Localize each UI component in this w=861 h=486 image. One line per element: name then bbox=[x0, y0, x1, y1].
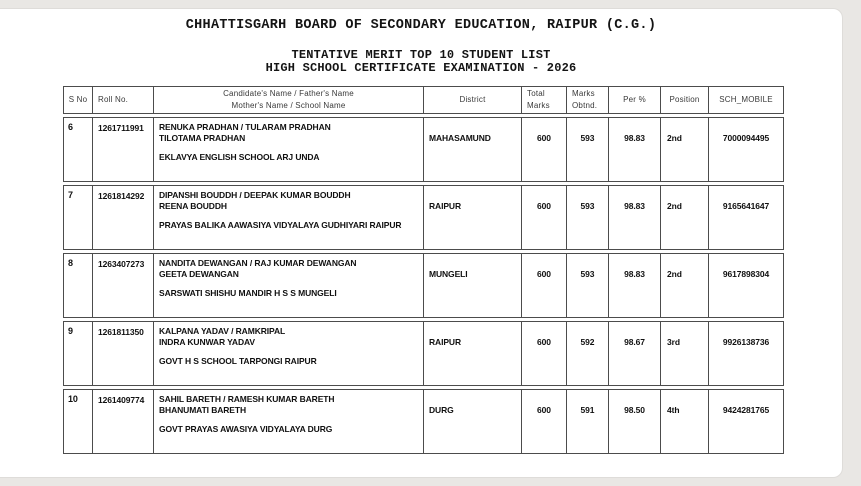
cell-sch-mobile: 9617898304 bbox=[722, 269, 770, 279]
cell-candidate-details: KALPANA YADAV / RAMKRIPAL INDRA KUNWAR Y… bbox=[154, 322, 424, 385]
cell-position: 2nd bbox=[661, 254, 709, 317]
document-subtitle-merit-list: TENTATIVE MERIT TOP 10 STUDENT LIST bbox=[291, 48, 551, 62]
mother-name: REENA BOUDDH bbox=[159, 201, 227, 212]
merit-table: S No Roll No. Candidate's Name / Father'… bbox=[63, 86, 784, 457]
cell-candidate-details: NANDITA DEWANGAN / RAJ KUMAR DEWANGAN GE… bbox=[154, 254, 424, 317]
cell-sch-mobile: 9424281765 bbox=[722, 405, 770, 415]
cell-marks-obtained: 591 bbox=[567, 390, 609, 453]
cell-position: 2nd bbox=[661, 186, 709, 249]
table-row: 7 1261814292 DIPANSHI BOUDDH / DEEPAK KU… bbox=[63, 185, 784, 250]
header-sno: S No bbox=[64, 87, 93, 113]
cell-percent: 98.83 bbox=[609, 118, 661, 181]
cell-roll-number: 1263407273 bbox=[93, 254, 154, 317]
cell-percent: 98.50 bbox=[609, 390, 661, 453]
header-total-line1: Total bbox=[527, 89, 545, 99]
cell-sch-mobile: 7000094495 bbox=[722, 133, 770, 143]
cell-roll-number: 1261711991 bbox=[93, 118, 154, 181]
cell-serial-number: 9 bbox=[64, 322, 93, 385]
cell-district: MAHASAMUND bbox=[424, 118, 522, 181]
header-total-marks: Total Marks bbox=[522, 87, 567, 113]
cell-district: RAIPUR bbox=[424, 186, 522, 249]
header-candidate-line1: Candidate's Name / Father's Name bbox=[223, 89, 354, 99]
school-name: SARSWATI SHISHU MANDIR H S S MUNGELI bbox=[159, 287, 337, 298]
header-sch-mobile-label: SCH_MOBILE bbox=[719, 95, 773, 105]
mother-name: BHANUMATI BARETH bbox=[159, 405, 247, 416]
table-row: 10 1261409774 SAHIL BARETH / RAMESH KUMA… bbox=[63, 389, 784, 454]
cell-total-marks: 600 bbox=[522, 254, 567, 317]
cell-district: MUNGELI bbox=[424, 254, 522, 317]
candidate-father-name: RENUKA PRADHAN / TULARAM PRADHAN bbox=[159, 122, 331, 132]
header-roll-no: Roll No. bbox=[93, 87, 154, 113]
school-name: PRAYAS BALIKA AAWASIYA VIDYALAYA GUDHIYA… bbox=[159, 219, 402, 230]
mother-name: INDRA KUNWAR YADAV bbox=[159, 337, 255, 348]
candidate-father-name: KALPANA YADAV / RAMKRIPAL bbox=[159, 326, 286, 336]
cell-position: 2nd bbox=[661, 118, 709, 181]
mother-name: GEETA DEWANGAN bbox=[159, 269, 239, 280]
board-title: CHHATTISGARH BOARD OF SECONDARY EDUCATIO… bbox=[185, 18, 657, 33]
header-marks-line1: Marks bbox=[572, 89, 595, 99]
school-name: GOVT PRAYAS AWASIYA VIDYALAYA DURG bbox=[159, 423, 333, 434]
cell-total-marks: 600 bbox=[522, 186, 567, 249]
cell-roll-number: 1261409774 bbox=[93, 390, 154, 453]
cell-total-marks: 600 bbox=[522, 390, 567, 453]
header-marks-line2: Obtnd. bbox=[572, 101, 598, 110]
header-percent-label: Per % bbox=[623, 95, 646, 105]
cell-total-marks: 600 bbox=[522, 322, 567, 385]
cell-sch-mobile: 9926138736 bbox=[722, 337, 770, 347]
candidate-father-name: DIPANSHI BOUDDH / DEEPAK KUMAR BOUDDH bbox=[159, 190, 351, 200]
cell-percent: 98.83 bbox=[609, 186, 661, 249]
cell-candidate-details: RENUKA PRADHAN / TULARAM PRADHAN TILOTAM… bbox=[154, 118, 424, 181]
cell-percent: 98.83 bbox=[609, 254, 661, 317]
cell-marks-obtained: 593 bbox=[567, 186, 609, 249]
document-page: CHHATTISGARH BOARD OF SECONDARY EDUCATIO… bbox=[0, 8, 843, 478]
header-total-line2: Marks bbox=[527, 101, 550, 110]
cell-serial-number: 8 bbox=[64, 254, 93, 317]
merit-table-body: 6 1261711991 RENUKA PRADHAN / TULARAM PR… bbox=[63, 117, 784, 454]
cell-marks-obtained: 592 bbox=[567, 322, 609, 385]
header-position: Position bbox=[661, 87, 709, 113]
candidate-father-name: SAHIL BARETH / RAMESH KUMAR BARETH bbox=[159, 394, 335, 404]
cell-position: 4th bbox=[661, 390, 709, 453]
cell-marks-obtained: 593 bbox=[567, 118, 609, 181]
cell-candidate-details: SAHIL BARETH / RAMESH KUMAR BARETH BHANU… bbox=[154, 390, 424, 453]
cell-serial-number: 10 bbox=[64, 390, 93, 453]
cell-total-marks: 600 bbox=[522, 118, 567, 181]
header-district: District bbox=[424, 87, 522, 113]
header-marks-obtained: Marks Obtnd. bbox=[567, 87, 609, 113]
candidate-father-name: NANDITA DEWANGAN / RAJ KUMAR DEWANGAN bbox=[159, 258, 357, 268]
cell-serial-number: 6 bbox=[64, 118, 93, 181]
header-sch-mobile: SCH_MOBILE bbox=[709, 87, 783, 113]
cell-marks-obtained: 593 bbox=[567, 254, 609, 317]
cell-candidate-details: DIPANSHI BOUDDH / DEEPAK KUMAR BOUDDH RE… bbox=[154, 186, 424, 249]
header-candidate-line2: Mother's Name / School Name bbox=[231, 101, 346, 110]
cell-district: RAIPUR bbox=[424, 322, 522, 385]
header-percent: Per % bbox=[609, 87, 661, 113]
table-row: 8 1263407273 NANDITA DEWANGAN / RAJ KUMA… bbox=[63, 253, 784, 318]
table-row: 9 1261811350 KALPANA YADAV / RAMKRIPAL I… bbox=[63, 321, 784, 386]
school-name: EKLAVYA ENGLISH SCHOOL ARJ UNDA bbox=[159, 151, 320, 162]
header-candidate-name: Candidate's Name / Father's Name Mother'… bbox=[154, 87, 424, 113]
cell-sch-mobile: 9165641647 bbox=[722, 201, 770, 211]
header-roll-label: Roll No. bbox=[98, 95, 129, 105]
document-subtitle-exam: HIGH SCHOOL CERTIFICATE EXAMINATION - 20… bbox=[265, 61, 577, 75]
mother-name: TILOTAMA PRADHAN bbox=[159, 133, 246, 144]
cell-position: 3rd bbox=[661, 322, 709, 385]
cell-district: DURG bbox=[424, 390, 522, 453]
header-district-label: District bbox=[459, 95, 486, 105]
merit-table-header-row: S No Roll No. Candidate's Name / Father'… bbox=[63, 86, 784, 114]
cell-roll-number: 1261814292 bbox=[93, 186, 154, 249]
cell-percent: 98.67 bbox=[609, 322, 661, 385]
school-name: GOVT H S SCHOOL TARPONGI RAIPUR bbox=[159, 355, 317, 366]
header-sno-label: S No bbox=[68, 95, 88, 105]
header-position-label: Position bbox=[669, 95, 700, 105]
table-row: 6 1261711991 RENUKA PRADHAN / TULARAM PR… bbox=[63, 117, 784, 182]
cell-serial-number: 7 bbox=[64, 186, 93, 249]
cell-roll-number: 1261811350 bbox=[93, 322, 154, 385]
